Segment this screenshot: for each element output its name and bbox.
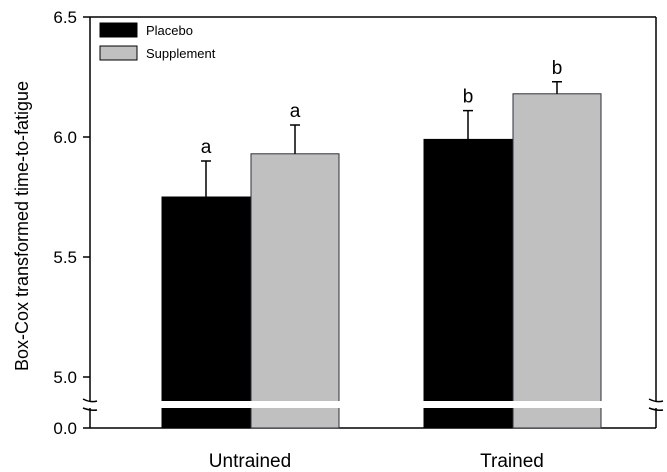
bar-placebo-untrained	[161, 196, 251, 429]
significance-label-supplement-untrained: a	[290, 101, 301, 122]
legend-label-supplement: Supplement	[146, 46, 216, 61]
y-tick-label: 5.5	[53, 248, 77, 267]
y-tick-label: 5.0	[53, 368, 77, 387]
error-bar-placebo-trained	[463, 109, 473, 140]
error-bar-supplement-untrained	[290, 124, 300, 154]
y-axis-title: Box-Cox transformed time-to-fatigue	[12, 81, 32, 371]
significance-label-placebo-trained: b	[463, 87, 474, 108]
legend-label-placebo: Placebo	[146, 23, 193, 38]
y-tick-label: 0.0	[53, 419, 77, 438]
x-category-labels: Untrained Trained	[209, 451, 544, 472]
error-bar-supplement-trained	[552, 81, 562, 94]
y-tick-label: 6.5	[53, 8, 77, 27]
axis-break-mark-left	[82, 398, 98, 411]
bar-supplement-trained	[512, 93, 602, 429]
y-ticks: 0.0 5.0 5.5 6.0 6.5	[53, 8, 90, 438]
legend-swatch-placebo	[99, 22, 138, 38]
legend-swatch-supplement	[99, 45, 138, 61]
error-bar-placebo-untrained	[201, 160, 211, 197]
bar-placebo-trained	[423, 138, 513, 429]
x-category-label: Untrained	[209, 451, 291, 472]
significance-label-placebo-untrained: a	[201, 137, 212, 158]
bar-supplement-untrained	[250, 153, 340, 429]
significance-label-supplement-trained: b	[552, 58, 563, 79]
bars-group: a b a b	[161, 58, 602, 429]
x-category-label: Trained	[480, 451, 544, 472]
axis-break-mark-right	[648, 398, 664, 411]
axis-break-band	[82, 401, 665, 408]
y-tick-label: 6.0	[53, 128, 77, 147]
legend: Placebo Supplement	[99, 22, 216, 61]
